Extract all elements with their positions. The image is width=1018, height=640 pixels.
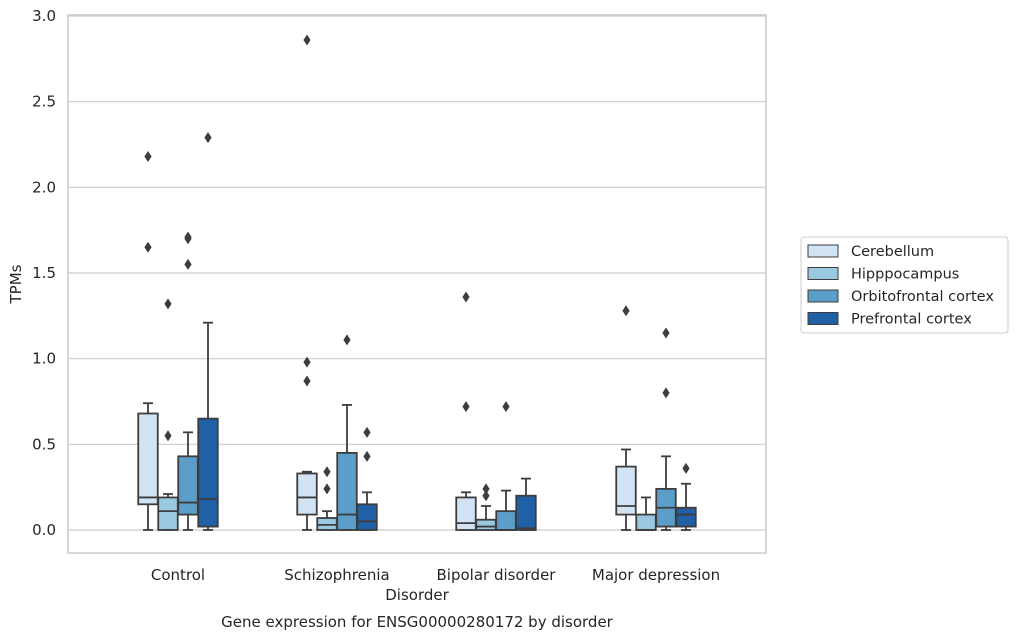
box bbox=[316, 466, 338, 531]
box bbox=[336, 334, 358, 531]
box-body bbox=[515, 494, 537, 531]
box-body bbox=[615, 465, 637, 516]
outlier-point bbox=[682, 462, 690, 474]
box bbox=[177, 231, 199, 531]
outlier-point bbox=[482, 490, 490, 502]
box-body bbox=[336, 451, 358, 531]
box bbox=[356, 426, 378, 531]
grid-lines bbox=[68, 15, 766, 531]
outlier-point bbox=[184, 258, 192, 270]
box-body bbox=[296, 472, 318, 516]
outlier-point bbox=[363, 426, 371, 438]
box bbox=[137, 150, 159, 531]
series-hipppocampus bbox=[157, 298, 657, 531]
legend-label: Cerebellum bbox=[851, 244, 934, 260]
outlier-point bbox=[184, 231, 192, 243]
box bbox=[495, 401, 517, 531]
y-axis-ticks: 0.0 0.5 1.0 1.5 2.0 2.5 3.0 bbox=[32, 7, 56, 539]
legend-swatch bbox=[807, 312, 839, 325]
outlier-point bbox=[462, 401, 470, 413]
outlier-point bbox=[164, 298, 172, 310]
box-body bbox=[475, 518, 497, 531]
outlier-point bbox=[622, 305, 630, 317]
y-axis-label: TPMs bbox=[7, 264, 25, 304]
y-tick-label: 1.5 bbox=[32, 264, 56, 282]
outlier-point bbox=[164, 430, 172, 442]
legend-label: Orbitofrontal cortex bbox=[851, 289, 994, 305]
box-body bbox=[197, 417, 219, 528]
legend-frame bbox=[800, 236, 1009, 334]
outlier-point bbox=[303, 356, 311, 368]
legend-label: Prefrontal cortex bbox=[851, 312, 972, 328]
outlier-point bbox=[204, 132, 212, 144]
x-tick-label: Major depression bbox=[592, 566, 720, 584]
series-orbitofrontal-cortex bbox=[177, 231, 677, 531]
box-body bbox=[356, 503, 378, 531]
x-axis-label: Disorder bbox=[385, 586, 449, 604]
box bbox=[455, 291, 477, 531]
outlier-point bbox=[323, 466, 331, 478]
x-tick-label: Control bbox=[151, 566, 205, 584]
outlier-point bbox=[502, 401, 510, 413]
outlier-point bbox=[343, 334, 351, 346]
box bbox=[655, 327, 677, 531]
outlier-point bbox=[662, 387, 670, 399]
y-tick-label: 0.5 bbox=[32, 435, 56, 453]
x-axis-ticks: Control Schizophrenia Bipolar disorder Majo… bbox=[151, 566, 720, 584]
box-body bbox=[177, 455, 199, 516]
box bbox=[515, 477, 537, 531]
outlier-point bbox=[144, 150, 152, 162]
x-tick-label: Bipolar disorder bbox=[437, 566, 557, 584]
legend-swatch bbox=[807, 289, 839, 303]
series-cerebellum bbox=[137, 34, 637, 531]
legend: Cerebellum Hipppocampus Orbitofrontal cort… bbox=[800, 236, 1009, 334]
series-prefrontal-cortex bbox=[197, 132, 697, 531]
y-tick-label: 2.0 bbox=[32, 178, 56, 196]
box bbox=[675, 462, 697, 531]
outlier-point bbox=[662, 327, 670, 339]
legend-label: Hipppocampus bbox=[851, 267, 959, 283]
y-tick-label: 2.5 bbox=[32, 93, 56, 111]
legend-swatch bbox=[807, 244, 839, 258]
outlier-point bbox=[303, 375, 311, 387]
box-body bbox=[157, 496, 179, 531]
box bbox=[635, 496, 657, 531]
box bbox=[615, 305, 637, 531]
legend-items: Cerebellum Hipppocampus Orbitofrontal cort… bbox=[807, 244, 994, 328]
figure-caption: Gene expression for ENSG00000280172 by d… bbox=[221, 613, 614, 631]
box bbox=[296, 34, 318, 531]
box-body bbox=[635, 513, 657, 531]
y-tick-label: 0.0 bbox=[32, 521, 56, 539]
box-body bbox=[495, 510, 517, 531]
box-body bbox=[455, 496, 477, 531]
outlier-point bbox=[303, 34, 311, 46]
y-tick-label: 1.0 bbox=[32, 350, 56, 368]
x-tick-label: Schizophrenia bbox=[284, 566, 389, 584]
outlier-point bbox=[363, 450, 371, 462]
box-plot-series bbox=[137, 34, 697, 531]
outlier-point bbox=[462, 291, 470, 303]
box bbox=[157, 298, 179, 531]
box bbox=[475, 483, 497, 531]
outlier-point bbox=[482, 483, 490, 495]
box bbox=[197, 132, 219, 531]
legend-swatch bbox=[807, 267, 839, 280]
outlier-point bbox=[323, 483, 331, 495]
outlier-point bbox=[144, 241, 152, 253]
plot-frame bbox=[67, 14, 767, 554]
y-tick-label: 3.0 bbox=[32, 7, 56, 25]
box-body bbox=[675, 506, 697, 528]
box-body bbox=[137, 412, 159, 506]
